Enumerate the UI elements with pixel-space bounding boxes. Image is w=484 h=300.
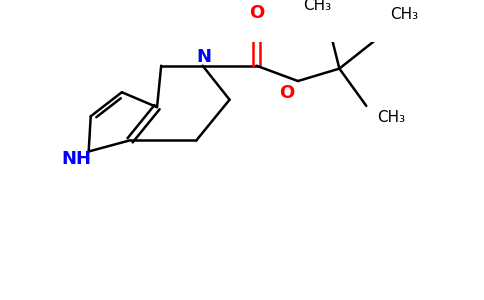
Text: CH₃: CH₃ bbox=[377, 110, 405, 124]
Text: O: O bbox=[279, 85, 294, 103]
Text: O: O bbox=[249, 4, 264, 22]
Text: CH₃: CH₃ bbox=[391, 7, 419, 22]
Text: N: N bbox=[197, 48, 212, 66]
Text: NH: NH bbox=[61, 149, 91, 167]
Text: CH₃: CH₃ bbox=[303, 0, 332, 13]
